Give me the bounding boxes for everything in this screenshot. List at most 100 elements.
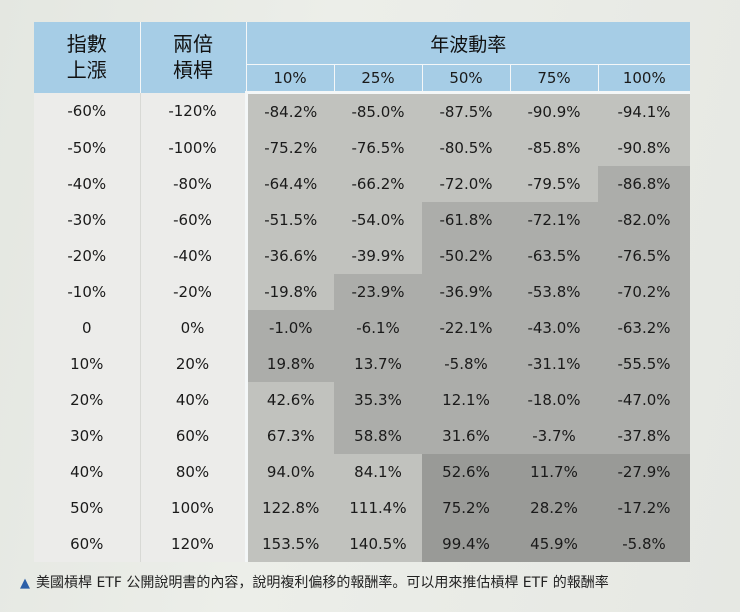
volatility-header: 100% bbox=[598, 64, 691, 94]
return-cell: -31.1% bbox=[510, 345, 598, 382]
triangle-bullet-icon: ▲ bbox=[20, 576, 30, 591]
volatility-header: 75% bbox=[510, 64, 599, 94]
leverage-cell: 60% bbox=[139, 417, 246, 454]
return-cell: -51.5% bbox=[244, 202, 334, 238]
return-cell: 35.3% bbox=[334, 381, 422, 418]
return-cell: -6.1% bbox=[334, 309, 422, 346]
return-cell: 153.5% bbox=[244, 525, 334, 562]
return-cell: 19.8% bbox=[244, 345, 334, 382]
return-cell: 94.0% bbox=[244, 453, 334, 490]
return-cell: -63.2% bbox=[598, 309, 691, 346]
return-cell: -17.2% bbox=[598, 489, 691, 526]
return-cell: -75.2% bbox=[244, 130, 334, 167]
leverage-cell: -40% bbox=[139, 238, 246, 274]
return-cell: -39.9% bbox=[334, 238, 422, 274]
index-change-cell: 40% bbox=[34, 453, 140, 490]
return-cell: -18.0% bbox=[510, 381, 598, 418]
volatility-header: 10% bbox=[246, 64, 335, 94]
return-cell: 12.1% bbox=[422, 381, 510, 418]
index-change-header-line2: 上漲 bbox=[66, 58, 107, 83]
index-change-header-line1: 指數 bbox=[66, 32, 107, 57]
leverage-header-line1: 兩倍 bbox=[173, 32, 213, 57]
return-cell: -54.0% bbox=[334, 202, 422, 238]
return-cell: -64.4% bbox=[244, 166, 334, 203]
index-change-cell: 50% bbox=[34, 489, 140, 526]
index-change-cell: -10% bbox=[34, 273, 140, 310]
return-cell: -27.9% bbox=[598, 453, 691, 490]
index-change-cell: -30% bbox=[34, 202, 140, 238]
index-change-cell: 0 bbox=[34, 309, 140, 346]
table-row: -60% -120% -84.2% -85.0% -87.5% -90.9% -94.1% bbox=[34, 92, 691, 131]
index-change-cell: -50% bbox=[34, 130, 140, 167]
table-row: -20% -40% -36.6% -39.9% -50.2% -63.5% -76.5% bbox=[34, 238, 691, 274]
return-cell: -55.5% bbox=[598, 345, 691, 382]
volatility-header: 50% bbox=[422, 64, 511, 94]
return-cell: 31.6% bbox=[422, 417, 510, 454]
return-cell: -84.2% bbox=[244, 92, 334, 131]
index-change-cell: 30% bbox=[34, 417, 140, 454]
return-cell: 52.6% bbox=[422, 453, 510, 490]
leverage-cell: -80% bbox=[139, 166, 246, 203]
return-cell: -87.5% bbox=[422, 92, 510, 131]
return-cell: -50.2% bbox=[422, 238, 510, 274]
return-cell: -3.7% bbox=[510, 417, 598, 454]
table-row: 20% 40% 42.6% 35.3% 12.1% -18.0% -47.0% bbox=[34, 381, 691, 418]
leverage-cell: 0% bbox=[139, 309, 246, 346]
return-cell: -36.9% bbox=[422, 273, 510, 310]
return-cell: -43.0% bbox=[510, 309, 598, 346]
return-cell: 13.7% bbox=[334, 345, 422, 382]
return-cell: -61.8% bbox=[422, 202, 510, 238]
leverage-cell: -120% bbox=[139, 92, 246, 131]
table-row: -50% -100% -75.2% -76.5% -80.5% -85.8% -90.8% bbox=[34, 130, 691, 167]
caption-text: 美國槓桿 ETF 公開說明書的內容，說明複利偏移的報酬率。可以用來推估槓桿 ET… bbox=[36, 575, 609, 591]
return-cell: 84.1% bbox=[334, 453, 422, 490]
return-cell: -36.6% bbox=[244, 238, 334, 274]
return-cell: -5.8% bbox=[422, 345, 510, 382]
leverage-cell: 120% bbox=[139, 525, 246, 562]
return-cell: 140.5% bbox=[334, 525, 422, 562]
return-cell: -72.0% bbox=[422, 166, 510, 203]
volatility-header: 25% bbox=[334, 64, 423, 94]
index-change-cell: 60% bbox=[34, 525, 140, 562]
index-change-cell: -20% bbox=[34, 238, 140, 274]
return-cell: -94.1% bbox=[598, 92, 691, 131]
index-change-cell: -60% bbox=[34, 92, 140, 131]
return-cell: 58.8% bbox=[334, 417, 422, 454]
index-change-cell: 10% bbox=[34, 345, 140, 382]
return-cell: -23.9% bbox=[334, 273, 422, 310]
return-cell: -85.8% bbox=[510, 130, 598, 167]
return-cell: -82.0% bbox=[598, 202, 691, 238]
leverage-header-line2: 槓桿 bbox=[173, 58, 213, 83]
return-cell: 11.7% bbox=[510, 453, 598, 490]
return-cell: -70.2% bbox=[598, 273, 691, 310]
table-row: 40% 80% 94.0% 84.1% 52.6% 11.7% -27.9% bbox=[34, 453, 691, 490]
return-cell: 122.8% bbox=[244, 489, 334, 526]
table-row: 50% 100% 122.8% 111.4% 75.2% 28.2% -17.2% bbox=[34, 489, 691, 526]
return-cell: -63.5% bbox=[510, 238, 598, 274]
leverage-cell: -20% bbox=[139, 273, 246, 310]
figure-caption: ▲ 美國槓桿 ETF 公開說明書的內容，說明複利偏移的報酬率。可以用來推估槓桿 E… bbox=[20, 572, 730, 592]
return-cell: 67.3% bbox=[244, 417, 334, 454]
return-cell: -80.5% bbox=[422, 130, 510, 167]
return-cell: -53.8% bbox=[510, 273, 598, 310]
return-cell: -37.8% bbox=[598, 417, 691, 454]
return-cell: -79.5% bbox=[510, 166, 598, 203]
index-change-cell: 20% bbox=[34, 381, 140, 418]
leverage-cell: 100% bbox=[139, 489, 246, 526]
volatility-title: 年波動率 bbox=[246, 22, 691, 65]
return-cell: -22.1% bbox=[422, 309, 510, 346]
return-cell: -76.5% bbox=[598, 238, 691, 274]
leverage-cell: 20% bbox=[139, 345, 246, 382]
table-row: -10% -20% -19.8% -23.9% -36.9% -53.8% -70.2% bbox=[34, 273, 691, 310]
return-cell: 99.4% bbox=[422, 525, 510, 562]
leverage-cell: -100% bbox=[139, 130, 246, 167]
leveraged-etf-return-table: 指數 上漲 兩倍 槓桿 年波動率 10% 25% 50% 75% 100% -6… bbox=[34, 22, 691, 562]
leverage-header: 兩倍 槓桿 bbox=[140, 22, 247, 93]
table-row: -40% -80% -64.4% -66.2% -72.0% -79.5% -86.8% bbox=[34, 166, 691, 203]
table-row: 10% 20% 19.8% 13.7% -5.8% -31.1% -55.5% bbox=[34, 345, 691, 382]
return-cell: -90.9% bbox=[510, 92, 598, 131]
return-cell: 111.4% bbox=[334, 489, 422, 526]
return-cell: -5.8% bbox=[598, 525, 691, 562]
leverage-cell: 80% bbox=[139, 453, 246, 490]
